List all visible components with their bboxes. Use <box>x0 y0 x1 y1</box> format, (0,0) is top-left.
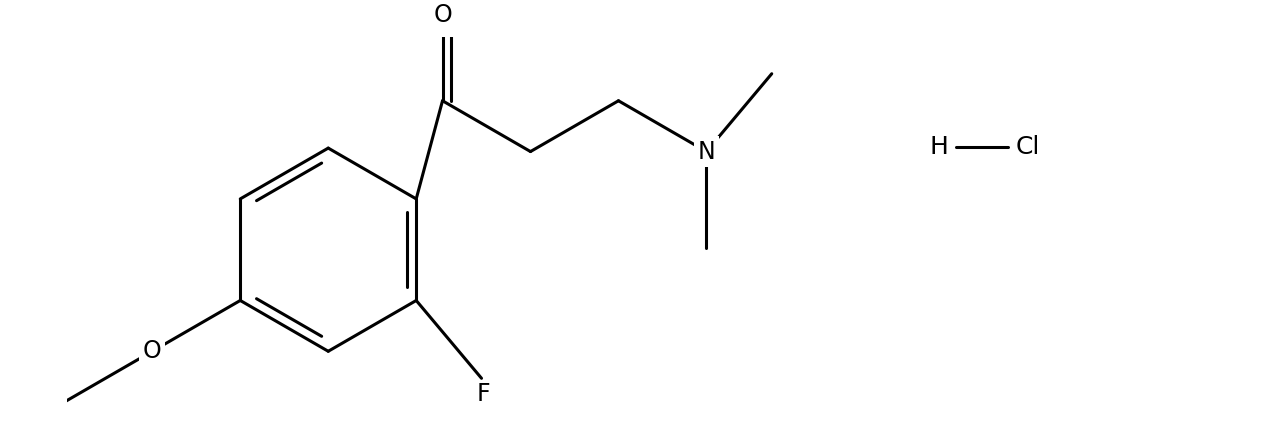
Text: O: O <box>143 339 162 363</box>
Text: N: N <box>698 140 715 163</box>
Text: F: F <box>476 382 490 406</box>
Text: H: H <box>929 135 948 159</box>
Text: O: O <box>433 3 452 27</box>
Text: Cl: Cl <box>1017 135 1041 159</box>
